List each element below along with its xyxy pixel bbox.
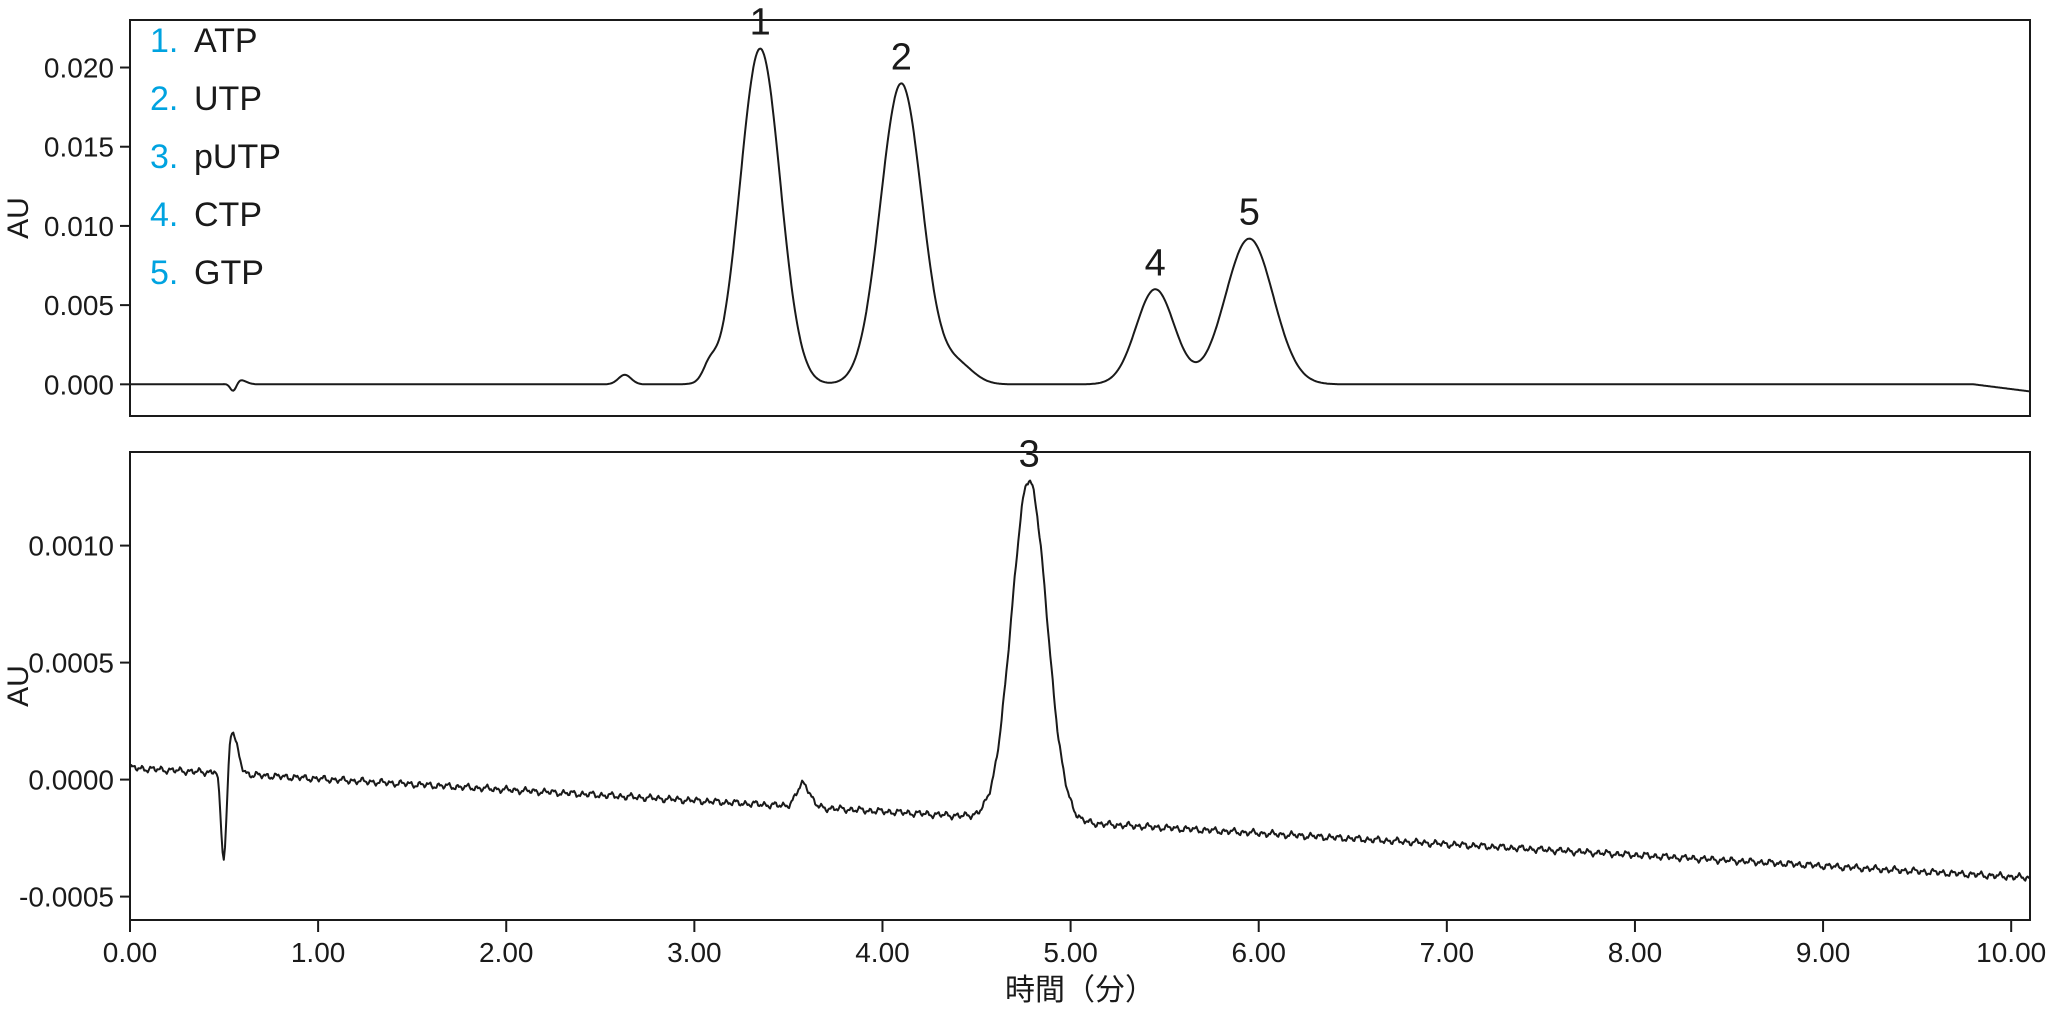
peak-label-4: 4 bbox=[1145, 242, 1166, 284]
peak-label-1: 1 bbox=[750, 2, 771, 44]
xtick-label: 5.00 bbox=[1043, 937, 1098, 968]
legend-label-pUTP: pUTP bbox=[194, 138, 281, 176]
ytick-label-top: 0.005 bbox=[44, 290, 114, 321]
ytick-label-bottom: 0.0000 bbox=[28, 765, 114, 796]
xtick-label: 7.00 bbox=[1420, 937, 1475, 968]
xtick-label: 9.00 bbox=[1796, 937, 1851, 968]
ytick-label-top: 0.010 bbox=[44, 211, 114, 242]
ytick-label-bottom: -0.0005 bbox=[19, 882, 114, 913]
panel-frame-top bbox=[130, 20, 2030, 416]
legend-label-UTP: UTP bbox=[194, 80, 262, 118]
legend-label-GTP: GTP bbox=[194, 254, 264, 292]
xtick-label: 1.00 bbox=[291, 937, 346, 968]
legend-label-ATP: ATP bbox=[194, 22, 258, 60]
legend-number-4: 4. bbox=[150, 196, 178, 234]
xtick-label: 6.00 bbox=[1231, 937, 1286, 968]
peak-label-5: 5 bbox=[1239, 192, 1260, 234]
peak-label-2: 2 bbox=[891, 36, 912, 78]
ytick-label-top: 0.020 bbox=[44, 53, 114, 84]
xtick-label: 8.00 bbox=[1608, 937, 1663, 968]
chart-svg: 0.000 0.005 0.010 0.015 0.020 AU 1 2 4 5 -0.0005 0.… bbox=[0, 0, 2048, 1010]
chromatogram-figure: 0.000 0.005 0.010 0.015 0.020 AU 1 2 4 5 -0.0005 0.… bbox=[0, 0, 2048, 1010]
xtick-label: 4.00 bbox=[855, 937, 910, 968]
xtick-label: 0.00 bbox=[103, 937, 158, 968]
legend-number-3: 3. bbox=[150, 138, 178, 176]
ytick-label-bottom: 0.0010 bbox=[28, 531, 114, 562]
ytick-label-bottom: 0.0005 bbox=[28, 648, 114, 679]
peak-label-3: 3 bbox=[1019, 434, 1040, 476]
legend-number-2: 2. bbox=[150, 80, 178, 118]
ytick-label-top: 0.015 bbox=[44, 132, 114, 163]
xtick-label: 10.00 bbox=[1976, 937, 2046, 968]
x-axis-label: 時間（分） bbox=[1005, 974, 1155, 1007]
panel-frame-bottom bbox=[130, 452, 2030, 920]
chromatogram-trace-top bbox=[130, 49, 2030, 392]
chromatogram-trace-bottom bbox=[130, 481, 2030, 881]
legend-number-1: 1. bbox=[150, 22, 178, 60]
legend-label-CTP: CTP bbox=[194, 196, 262, 234]
y-axis-label-bottom: AU bbox=[2, 665, 35, 707]
y-axis-label-top: AU bbox=[2, 197, 35, 239]
legend-number-5: 5. bbox=[150, 254, 178, 292]
ytick-label-top: 0.000 bbox=[44, 369, 114, 400]
xtick-label: 3.00 bbox=[667, 937, 722, 968]
xtick-label: 2.00 bbox=[479, 937, 534, 968]
